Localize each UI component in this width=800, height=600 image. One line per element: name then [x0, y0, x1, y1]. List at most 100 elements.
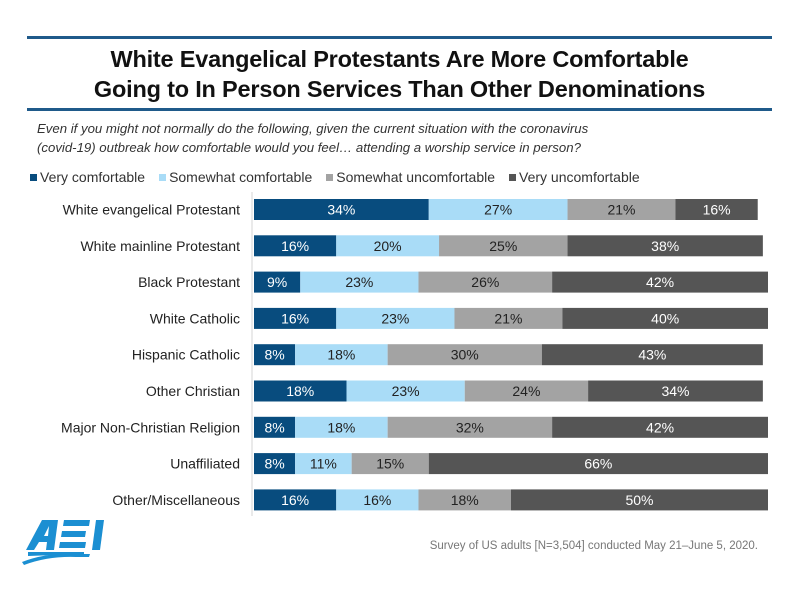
value-label-somewhat-uncomfortable-unaffiliated: 15% [376, 456, 404, 472]
value-label-somewhat-comfortable-white-catholic: 23% [381, 310, 409, 326]
legend-swatch [30, 173, 37, 181]
bar-somewhat-comfortable-hispanic-catholic [295, 344, 388, 366]
legend-label: Somewhat uncomfortable [336, 169, 496, 185]
bar-very-uncomfortable-white-catholic [562, 307, 768, 329]
value-label-very-comfortable-white-catholic: 16% [281, 310, 309, 326]
bar-somewhat-uncomfortable-major-non-christian-religion [387, 416, 553, 438]
legend-item-very-uncomfortable: Very uncomfortable [509, 169, 640, 185]
bar-somewhat-comfortable-white-evangelical-protestant [428, 199, 568, 220]
value-label-very-uncomfortable-black-protestant: 42% [646, 274, 674, 290]
value-label-somewhat-uncomfortable-hispanic-catholic: 30% [451, 347, 479, 363]
category-label-white-evangelical-protestant: White evangelical Protestant [63, 202, 241, 218]
category-label-other-miscellaneous: Other/Miscellaneous [112, 492, 240, 508]
value-label-very-uncomfortable-other-christian: 34% [661, 383, 689, 399]
value-label-somewhat-uncomfortable-other-miscellaneous: 18% [451, 492, 479, 508]
bar-very-uncomfortable-unaffiliated [428, 453, 768, 475]
legend: Very comfortable Somewhat comfortable So… [30, 169, 640, 185]
category-label-white-mainline-protestant: White mainline Protestant [80, 238, 240, 254]
category-label-black-protestant: Black Protestant [138, 274, 240, 290]
bar-somewhat-comfortable-white-mainline-protestant [336, 235, 440, 257]
subtitle-line-1: Even if you might not normally do the fo… [37, 121, 589, 136]
bar-very-uncomfortable-black-protestant [552, 271, 768, 293]
bar-very-uncomfortable-white-evangelical-protestant [675, 199, 758, 220]
bar-somewhat-uncomfortable-white-evangelical-protestant [567, 199, 676, 220]
title-top-rule [27, 36, 772, 39]
value-label-very-comfortable-hispanic-catholic: 8% [264, 347, 284, 363]
bar-very-comfortable-hispanic-catholic [254, 344, 296, 366]
value-label-very-comfortable-other-miscellaneous: 16% [281, 492, 309, 508]
legend-swatch [326, 173, 334, 181]
source-note: Survey of US adults [N=3,504] conducted … [429, 540, 758, 552]
category-label-other-christian: Other Christian [146, 383, 240, 399]
bar-very-uncomfortable-other-miscellaneous [511, 489, 768, 511]
value-label-very-uncomfortable-unaffiliated: 66% [584, 456, 612, 472]
bar-somewhat-uncomfortable-unaffiliated [351, 453, 429, 475]
value-label-somewhat-uncomfortable-major-non-christian-religion: 32% [456, 419, 484, 435]
value-label-somewhat-uncomfortable-white-mainline-protestant: 25% [489, 238, 517, 254]
value-label-very-uncomfortable-white-evangelical-protestant: 16% [703, 202, 731, 218]
category-label-unaffiliated: Unaffiliated [170, 456, 240, 472]
value-label-somewhat-uncomfortable-other-christian: 24% [512, 383, 540, 399]
value-label-somewhat-comfortable-white-evangelical-protestant: 27% [484, 202, 512, 218]
value-label-very-uncomfortable-major-non-christian-religion: 42% [646, 419, 674, 435]
category-label-white-catholic: White Catholic [150, 310, 240, 326]
bar-very-uncomfortable-major-non-christian-religion [552, 416, 768, 438]
category-labels-group: White evangelical Protestant White mainli… [61, 202, 240, 508]
chart-title: White Evangelical Protestants Are More C… [27, 44, 772, 104]
bar-somewhat-comfortable-major-non-christian-religion [295, 416, 388, 438]
category-label-major-non-christian-religion: Major Non-Christian Religion [61, 419, 240, 435]
value-label-somewhat-comfortable-major-non-christian-religion: 18% [327, 419, 355, 435]
bar-somewhat-comfortable-white-catholic [336, 307, 455, 329]
bar-somewhat-uncomfortable-hispanic-catholic [387, 344, 542, 366]
title-bottom-rule [27, 108, 772, 111]
bar-somewhat-comfortable-black-protestant [300, 271, 419, 293]
value-label-very-uncomfortable-hispanic-catholic: 43% [638, 347, 666, 363]
value-label-somewhat-uncomfortable-white-catholic: 21% [494, 310, 522, 326]
aei-logo-icon [22, 520, 104, 565]
value-label-somewhat-comfortable-hispanic-catholic: 18% [327, 347, 355, 363]
chart-subtitle: Even if you might not normally do the fo… [37, 119, 777, 157]
bar-very-comfortable-black-protestant [254, 271, 301, 293]
value-label-very-uncomfortable-white-catholic: 40% [651, 310, 679, 326]
subtitle-line-2: (covid-19) outbreak how comfortable woul… [37, 140, 581, 155]
value-label-very-comfortable-white-mainline-protestant: 16% [281, 238, 309, 254]
value-label-very-comfortable-white-evangelical-protestant: 34% [327, 202, 355, 218]
bar-somewhat-uncomfortable-other-christian [464, 380, 589, 402]
value-label-very-uncomfortable-white-mainline-protestant: 38% [651, 238, 679, 254]
chart-title-line-1: White Evangelical Protestants Are More C… [110, 46, 689, 72]
value-label-somewhat-uncomfortable-white-evangelical-protestant: 21% [607, 202, 635, 218]
bar-somewhat-uncomfortable-other-miscellaneous [418, 489, 511, 511]
bar-very-uncomfortable-white-mainline-protestant [567, 235, 763, 257]
legend-label: Somewhat comfortable [169, 169, 313, 185]
aei-logo [18, 518, 118, 571]
value-label-somewhat-comfortable-black-protestant: 23% [345, 274, 373, 290]
value-label-somewhat-comfortable-other-christian: 23% [392, 383, 420, 399]
legend-item-somewhat-comfortable: Somewhat comfortable [159, 169, 312, 185]
value-label-somewhat-comfortable-white-mainline-protestant: 20% [374, 238, 402, 254]
bar-very-uncomfortable-hispanic-catholic [541, 344, 763, 366]
bar-very-comfortable-unaffiliated [254, 453, 296, 475]
value-label-very-comfortable-major-non-christian-religion: 8% [264, 419, 284, 435]
bar-somewhat-uncomfortable-white-catholic [454, 307, 563, 329]
chart-title-line-2: Going to In Person Services Than Other D… [93, 76, 706, 102]
bar-very-comfortable-white-evangelical-protestant [254, 199, 429, 220]
bar-somewhat-comfortable-other-christian [346, 380, 465, 402]
bar-somewhat-uncomfortable-white-mainline-protestant [439, 235, 568, 257]
legend-item-very-comfortable: Very comfortable [30, 169, 145, 185]
value-label-very-comfortable-unaffiliated: 8% [264, 456, 284, 472]
value-label-somewhat-comfortable-unaffiliated: 11% [310, 456, 337, 472]
legend-swatch [509, 173, 517, 181]
legend-label: Very comfortable [40, 169, 146, 185]
legend-label: Very uncomfortable [519, 169, 640, 185]
value-label-very-comfortable-black-protestant: 9% [267, 274, 287, 290]
bar-very-comfortable-major-non-christian-religion [254, 416, 296, 438]
bar-very-uncomfortable-other-christian [588, 380, 763, 402]
bar-very-comfortable-other-christian [254, 380, 347, 402]
value-label-somewhat-uncomfortable-black-protestant: 26% [471, 274, 499, 290]
legend-swatch [159, 173, 167, 181]
value-label-very-uncomfortable-other-miscellaneous: 50% [625, 492, 653, 508]
bar-very-comfortable-white-catholic [254, 307, 337, 329]
bar-somewhat-comfortable-other-miscellaneous [336, 489, 419, 511]
category-label-hispanic-catholic: Hispanic Catholic [132, 347, 240, 363]
